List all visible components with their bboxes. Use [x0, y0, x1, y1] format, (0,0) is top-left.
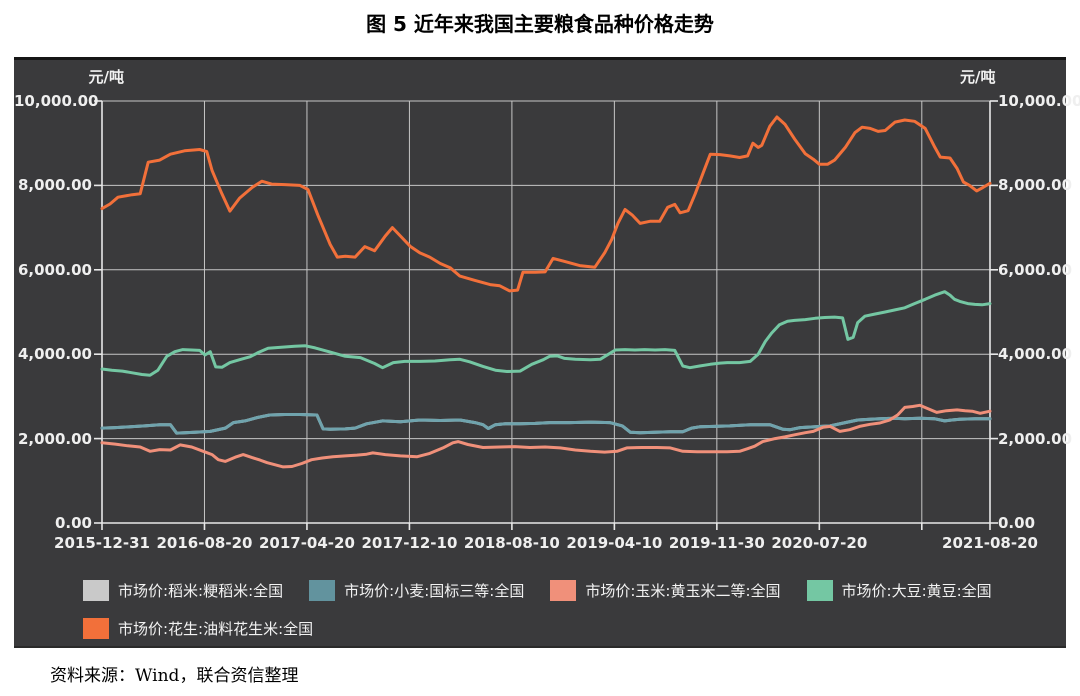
legend-row-1: 市场价:稻米:粳稻米:全国 市场价:小麦:国标三等:全国 市场价:玉米:黄玉米二等:…: [83, 578, 992, 602]
series-line: [100, 413, 992, 435]
x-tick-label: 2020-07-20: [771, 534, 868, 552]
legend-label: 市场价:花生:油料花生米:全国: [118, 619, 314, 638]
x-tick-label: 2019-11-30: [668, 534, 765, 552]
y-tick-label: 0.00: [998, 514, 1036, 532]
legend-swatch: [550, 579, 577, 601]
legend-swatch: [83, 579, 109, 601]
y-tick-label: 4,000.00: [17, 345, 92, 364]
x-tick-label: 2017-12-10: [361, 534, 458, 552]
y-tick-label: 6,000.00: [17, 260, 92, 279]
legend-item: 市场价:小麦:国标三等:全国: [309, 579, 525, 601]
chart-panel: 元/吨 元/吨 0.00 0.00 2,000.00 2,000.00 4,000.00…: [14, 57, 1080, 648]
source-note: 资料来源：Wind，联合资信整理: [50, 666, 299, 686]
x-tick-label: 2015-12-31: [54, 534, 150, 552]
x-tick-label: 2021-08-20: [942, 534, 1038, 552]
series-line: [100, 290, 992, 377]
y-tick-label: 10,000.00: [998, 92, 1080, 110]
legend-row-2: 市场价:花生:油料花生米:全国: [83, 616, 313, 640]
y-axis-unit-right: 元/吨: [960, 68, 996, 86]
y-tick-label: 10,000.00: [14, 92, 99, 110]
legend-swatch: [309, 579, 336, 601]
y-tick-label: 6,000.00: [998, 260, 1073, 279]
price-line-chart: [94, 100, 998, 530]
legend-label: 市场价:稻米:粳稻米:全国: [118, 581, 284, 600]
y-tick-label: 8,000.00: [17, 176, 92, 195]
y-tick-label: 8,000.00: [998, 176, 1073, 195]
legend-item: 市场价:大豆:黄豆:全国: [806, 579, 992, 601]
y-axis-unit-left: 元/吨: [88, 68, 124, 86]
x-tick-label: 2019-04-10: [566, 534, 663, 552]
legend-label: 市场价:玉米:黄玉米二等:全国: [585, 581, 781, 600]
legend-swatch: [806, 579, 833, 601]
legend-swatch: [83, 617, 109, 639]
figure-title: 图 5 近年来我国主要粮食品种价格走势: [366, 12, 714, 36]
x-tick-label: 2018-08-10: [463, 534, 560, 552]
legend-item: 市场价:花生:油料花生米:全国: [83, 617, 314, 639]
y-tick-label: 2,000.00: [17, 429, 92, 448]
series-line: [100, 403, 992, 469]
legend-label: 市场价:大豆:黄豆:全国: [841, 581, 992, 600]
legend-label: 市场价:小麦:国标三等:全国: [344, 581, 525, 600]
y-tick-label: 4,000.00: [998, 345, 1073, 364]
legend-item: 市场价:稻米:粳稻米:全国: [83, 579, 284, 601]
x-tick-label: 2017-04-20: [258, 534, 355, 552]
y-tick-label: 2,000.00: [998, 429, 1073, 448]
x-tick-label: 2016-08-20: [156, 534, 253, 552]
series-line: [100, 115, 992, 293]
legend-item: 市场价:玉米:黄玉米二等:全国: [550, 579, 781, 601]
y-tick-label: 0.00: [54, 514, 92, 532]
